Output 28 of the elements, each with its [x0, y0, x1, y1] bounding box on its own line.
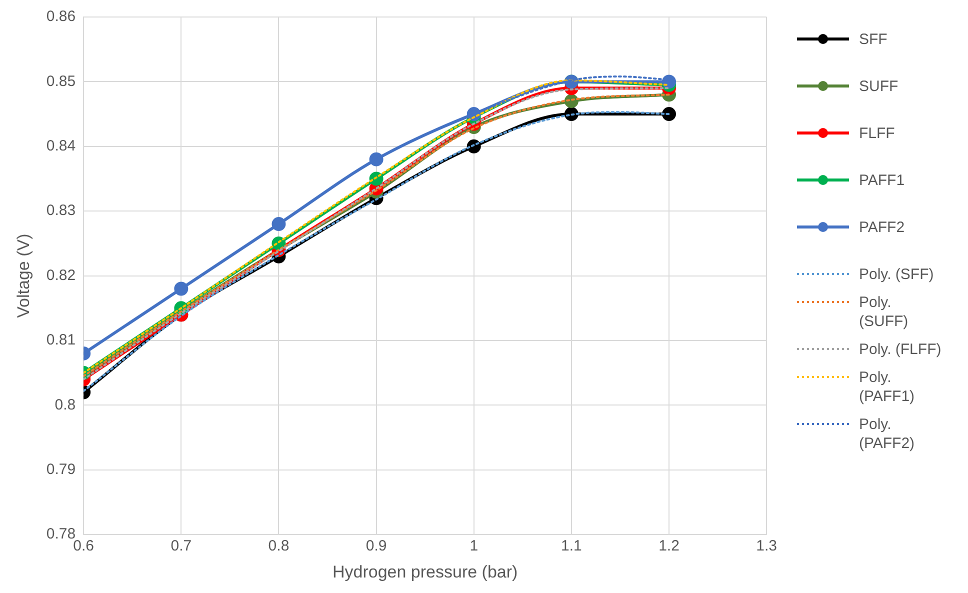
legend-label: Poly. (PAFF1) — [859, 368, 916, 406]
x-axis-title: Hydrogen pressure (bar) — [332, 562, 518, 582]
legend-label: SUFF — [859, 77, 900, 96]
x-tick-label: 0.9 — [366, 538, 387, 555]
legend-label: Poly. (SUFF) — [859, 293, 910, 331]
x-tick-label: 1.2 — [658, 538, 680, 555]
y-tick-label: 0.84 — [46, 138, 76, 155]
y-tick-label: 0.8 — [54, 396, 76, 414]
x-tick-label: 0.7 — [170, 538, 192, 555]
y-tick-label: 0.85 — [46, 72, 76, 90]
legend-label: Poly. (PAFF2) — [859, 415, 916, 453]
x-tick-label: 0.8 — [268, 538, 290, 555]
y-tick-label: 0.83 — [46, 202, 76, 220]
legend-label: SFF — [859, 30, 888, 49]
x-tick-label: 1 — [470, 538, 478, 555]
legend-label: FLFF — [859, 124, 896, 143]
legend-label: PAFF2 — [859, 218, 906, 237]
y-axis-title: Voltage (V) — [14, 234, 33, 318]
y-tick-label: 0.82 — [46, 266, 76, 284]
x-tick-label: 0.6 — [73, 538, 94, 555]
x-tick-label: 1.1 — [561, 538, 582, 555]
y-tick-label: 0.81 — [46, 332, 76, 349]
x-tick-label: 1.3 — [756, 538, 778, 555]
legend-label: PAFF1 — [859, 171, 906, 190]
legend-label: Poly. (SFF) — [859, 265, 935, 284]
legend-label: Poly. (FLFF) — [859, 340, 942, 359]
y-tick-label: 0.86 — [46, 8, 76, 26]
y-tick-label: 0.79 — [46, 461, 76, 478]
